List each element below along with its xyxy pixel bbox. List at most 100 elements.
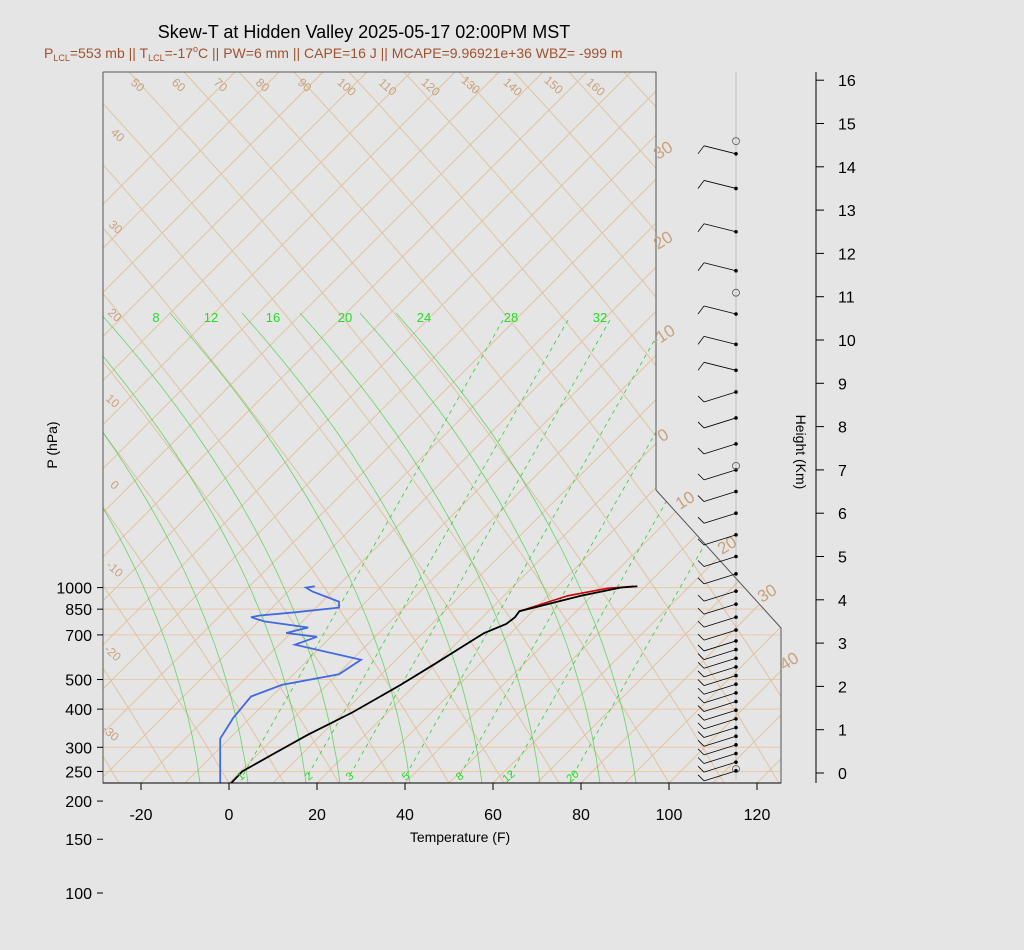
wind-barb-flag xyxy=(697,305,705,315)
wind-barb-flag xyxy=(697,757,705,764)
wind-barb xyxy=(697,416,738,429)
dry-adiabat xyxy=(348,72,781,783)
wind-barb-flag xyxy=(697,421,705,429)
pressure-tick-label: 1000 xyxy=(56,581,92,598)
isotherm-line xyxy=(103,72,632,783)
temperature-tick-label: 100 xyxy=(656,807,683,824)
wind-barb xyxy=(697,717,738,730)
wind-barb-shaft xyxy=(703,616,737,628)
wind-barb-shaft xyxy=(703,556,737,567)
dry-adiabat xyxy=(403,72,781,783)
dry-adiabat xyxy=(623,72,781,783)
wind-barb-shaft xyxy=(703,649,737,660)
isotherm-label: 30 xyxy=(106,217,126,237)
wind-barb-flag xyxy=(697,653,705,660)
dry-adiabat xyxy=(103,72,395,783)
mixing-ratio-line xyxy=(349,319,611,776)
wind-barb xyxy=(697,743,738,756)
wind-barb-flag xyxy=(697,594,705,602)
mixing-ratio-label: 28 xyxy=(504,310,518,325)
wind-barb-shaft xyxy=(703,573,737,585)
wind-barb-shaft xyxy=(703,640,737,652)
wind-barb xyxy=(697,665,738,678)
isotherm-line xyxy=(184,72,781,783)
moist-adiabat xyxy=(103,312,307,783)
subtitle-rest: C || PW=6 mm || CAPE=16 J || MCAPE=9.969… xyxy=(198,45,623,61)
wind-barb-flag xyxy=(697,748,705,756)
degree-symbol: o xyxy=(193,44,198,54)
height-tick-label: 6 xyxy=(838,506,847,523)
isotherm-line xyxy=(889,72,1024,783)
wind-barb-shaft xyxy=(703,735,737,747)
wind-barb-shaft xyxy=(703,666,737,678)
height-tick-label: 5 xyxy=(838,550,847,567)
wind-barb xyxy=(697,725,738,738)
wind-barb-shaft xyxy=(703,361,737,371)
wind-barb-flag xyxy=(697,577,705,585)
wind-barb-flag xyxy=(697,661,705,669)
height-tick-label: 12 xyxy=(838,246,856,263)
mixing-ratio-label: 16 xyxy=(266,310,280,325)
x-axis-label: Temperature (F) xyxy=(410,829,510,845)
isotherm-line xyxy=(103,72,368,783)
isotherm-line xyxy=(103,72,500,783)
height-tick-label: 8 xyxy=(838,420,847,437)
isotherm-line xyxy=(977,72,1024,783)
wind-barb xyxy=(697,708,738,721)
wind-barb-shaft xyxy=(703,692,737,704)
wind-barb xyxy=(697,335,738,347)
height-tick-label: 7 xyxy=(838,463,847,480)
wind-barb xyxy=(697,572,738,585)
dry-adiabat xyxy=(103,72,450,783)
wind-barb-flag xyxy=(697,774,705,782)
isotherm-line xyxy=(801,72,1024,783)
wind-barb-flag xyxy=(697,495,705,502)
isotherm-label: 110 xyxy=(376,75,400,98)
plcl-label: P xyxy=(44,45,53,61)
height-tick-label: 15 xyxy=(838,117,856,134)
isotherm-label: 150 xyxy=(542,73,566,97)
height-tick-label: 13 xyxy=(838,203,856,220)
wind-barb-shaft xyxy=(703,683,737,695)
isotherm-line xyxy=(360,72,781,783)
isotherm-label: 80 xyxy=(253,75,273,95)
wind-barb-dot xyxy=(734,268,738,273)
mixing-ratio-bottom-label: 8 xyxy=(454,770,466,783)
height-tick-label: 3 xyxy=(838,636,847,653)
isotherm-line xyxy=(103,72,324,783)
wind-barb xyxy=(697,769,738,782)
wind-barb-flag xyxy=(697,687,705,695)
temperature-tick-label: 0 xyxy=(225,807,234,824)
wind-barb-shaft xyxy=(703,491,737,502)
pressure-tick-label: 100 xyxy=(65,886,92,903)
isotherm-label: 90 xyxy=(295,75,315,95)
temperature-tick-label: 120 xyxy=(744,807,771,824)
wind-barb-flag xyxy=(697,538,705,546)
isotherm-line xyxy=(103,72,456,783)
wind-barb-shaft xyxy=(703,718,737,730)
wind-barb-flag xyxy=(697,644,705,652)
wind-barb xyxy=(697,682,738,695)
height-tick-label: 10 xyxy=(838,333,856,350)
dewpoint-line xyxy=(214,585,375,783)
moist-adiabat xyxy=(103,312,201,783)
wind-barb xyxy=(697,361,738,373)
wind-barb xyxy=(697,589,738,602)
right-isotherm-label: 30 xyxy=(650,137,676,163)
wind-barb-flag xyxy=(697,447,705,455)
isotherm-line xyxy=(933,72,1024,783)
isotherm-label: 40 xyxy=(108,125,128,145)
isotherm-label: 50 xyxy=(128,75,148,95)
wind-barb-flag xyxy=(697,145,705,155)
wind-barb-flag xyxy=(697,633,705,641)
right-isotherm-label: 20 xyxy=(650,227,676,253)
wind-barb-flag xyxy=(697,223,705,232)
pressure-tick-label: 700 xyxy=(65,628,92,645)
pressure-tick-label: 200 xyxy=(65,794,92,811)
isotherm-label: 70 xyxy=(211,75,231,95)
wind-barbs xyxy=(697,72,740,782)
wind-barb xyxy=(697,673,738,686)
wind-barb-flag xyxy=(697,395,705,403)
wind-barb-flag xyxy=(697,670,705,678)
wind-barb xyxy=(697,656,738,669)
